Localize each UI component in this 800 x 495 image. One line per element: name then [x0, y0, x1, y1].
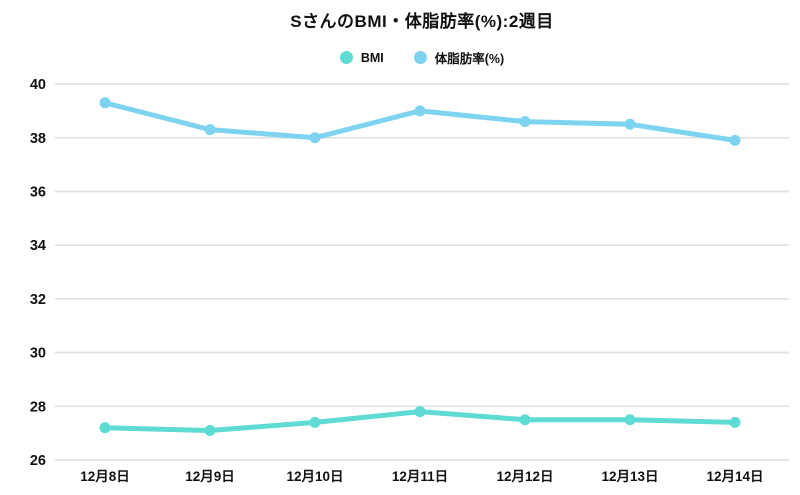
data-point-bmi — [519, 414, 531, 426]
data-point-bodyfat — [309, 132, 321, 144]
legend-item-bmi: BMI — [339, 50, 384, 65]
x-axis-tick-label: 12月8日 — [80, 469, 130, 484]
legend-label-bodyfat: 体脂肪率(%) — [434, 52, 505, 66]
chart-title: SさんのBMI・体脂肪率(%):2週目 — [290, 12, 554, 31]
data-point-bmi — [204, 424, 216, 436]
y-axis-tick-label: 28 — [30, 399, 46, 415]
legend-marker-bodyfat-icon — [413, 51, 427, 64]
data-point-bmi — [99, 422, 111, 434]
y-axis-tick-label: 32 — [30, 292, 46, 308]
data-point-bmi — [624, 414, 636, 426]
x-axis-tick-label: 12月11日 — [392, 469, 448, 484]
x-axis-tick-label: 12月10日 — [286, 469, 343, 484]
x-axis-tick-label: 12月9日 — [185, 469, 235, 484]
data-point-bodyfat — [624, 118, 636, 130]
y-axis-tick-label: 30 — [30, 346, 46, 362]
data-point-bmi — [309, 416, 321, 428]
x-axis-tick-label: 12月14日 — [706, 469, 763, 484]
y-axis-tick-label: 38 — [30, 131, 46, 147]
data-point-bmi — [414, 406, 426, 418]
legend-item-bodyfat: 体脂肪率(%) — [413, 48, 505, 67]
chart-legend: BMI 体脂肪率(%) — [55, 48, 789, 67]
y-axis-tick-label: 34 — [30, 238, 46, 254]
data-point-bodyfat — [729, 134, 741, 146]
data-point-bodyfat — [99, 97, 111, 109]
data-point-bodyfat — [519, 116, 531, 128]
data-point-bodyfat — [414, 105, 426, 117]
legend-label-bmi: BMI — [360, 50, 384, 65]
data-point-bodyfat — [204, 124, 216, 136]
data-point-bmi — [729, 416, 741, 428]
y-axis-tick-label: 40 — [30, 77, 46, 93]
y-axis-tick-label: 26 — [30, 453, 46, 469]
y-axis-tick-label: 36 — [30, 185, 46, 201]
x-axis-tick-label: 12月13日 — [601, 469, 658, 484]
x-axis-tick-label: 12月12日 — [496, 469, 553, 484]
legend-marker-bmi-icon — [339, 51, 353, 64]
